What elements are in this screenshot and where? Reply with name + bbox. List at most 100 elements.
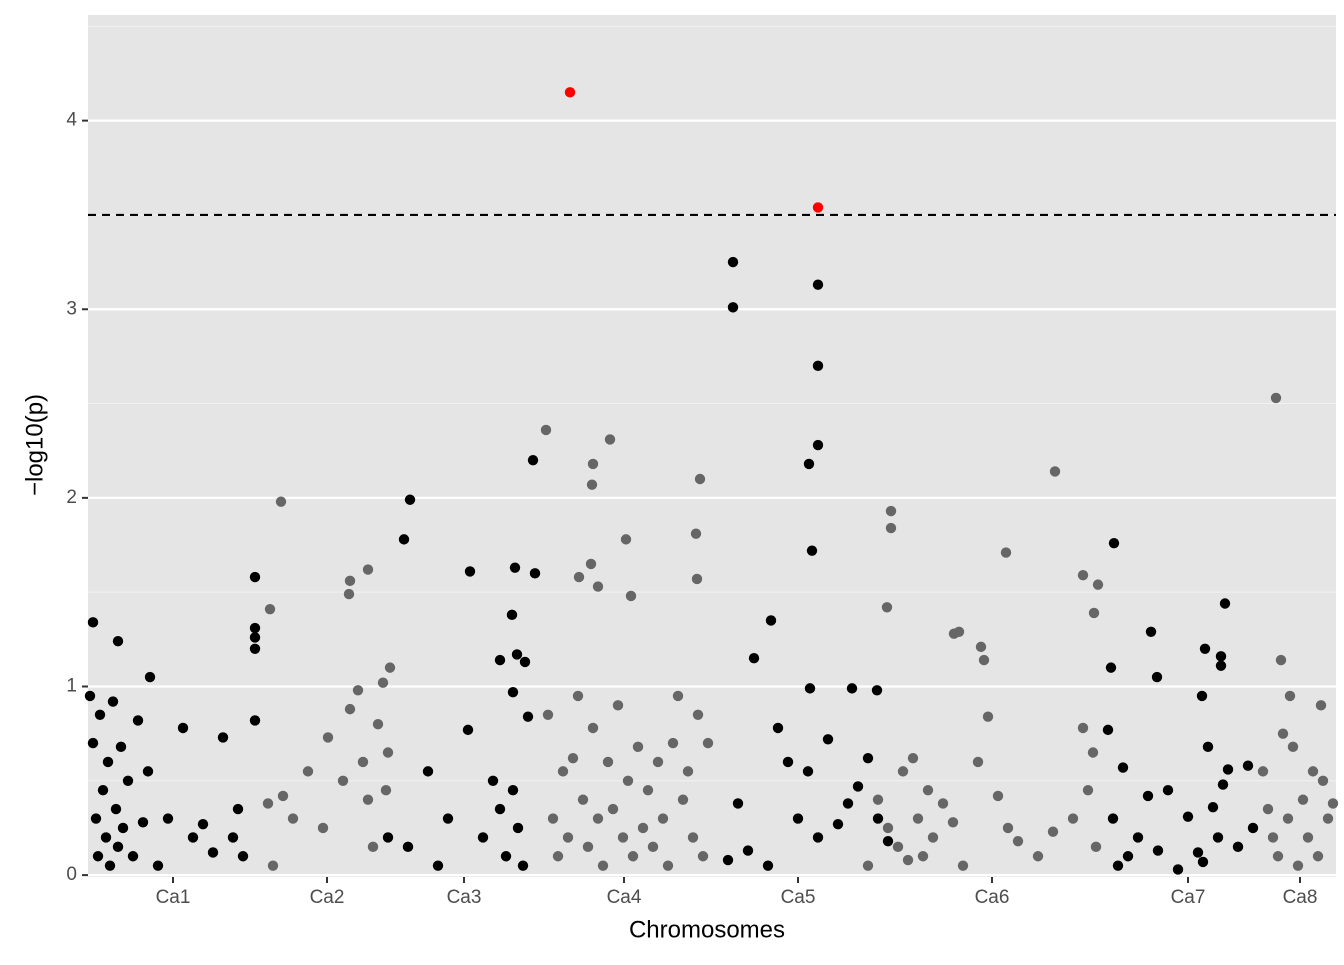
point [187,832,199,843]
point [937,798,949,809]
point [885,522,897,534]
point [152,860,164,871]
point [617,832,629,843]
point [352,685,364,696]
point [112,841,124,853]
point [1292,860,1304,871]
point [690,528,702,539]
point [177,722,189,734]
point [1151,671,1163,683]
point [127,851,139,862]
point [1002,822,1014,834]
point [691,573,703,585]
point [567,752,579,764]
point [927,832,939,843]
point [237,851,249,862]
point [727,256,739,268]
point [907,752,919,764]
point [947,817,959,828]
point [742,845,754,856]
point [337,775,349,787]
point [620,534,632,545]
point [344,703,356,715]
point [1327,798,1339,809]
point [1207,802,1219,813]
point [267,860,279,871]
point [162,813,174,824]
y-axis-title: −log10(p) [21,394,48,496]
point [557,766,569,777]
point [694,473,706,485]
point [1032,851,1044,862]
point [1172,864,1184,875]
x-tick-label: Ca1 [156,887,191,908]
grid [88,25,1336,877]
point [897,766,909,777]
point [377,677,389,688]
point [1182,811,1194,822]
point [110,803,122,815]
point [107,696,119,707]
point [132,715,144,726]
point [362,794,374,805]
point [142,766,154,777]
point [582,841,594,853]
point [812,360,824,372]
point [1270,392,1282,404]
point [384,662,396,673]
point [1222,764,1234,775]
point [782,756,794,768]
point [573,571,585,583]
point [1267,832,1279,843]
point [362,564,374,575]
point [422,766,434,777]
point [632,741,644,753]
point [917,851,929,862]
point [672,690,684,702]
point [846,683,858,694]
point [612,700,624,711]
point [115,741,127,753]
point [380,785,392,796]
point [978,654,990,666]
point [1152,845,1164,856]
point [602,756,614,768]
point [232,803,244,815]
point [577,794,589,805]
point [1272,851,1284,862]
point [625,590,637,602]
point [90,813,102,824]
point [249,643,261,654]
point [1219,598,1231,609]
point [494,654,506,666]
point [462,724,474,736]
point [404,494,416,505]
point [367,841,379,853]
point [1322,813,1334,824]
point [1108,537,1120,549]
point [302,766,314,777]
point [812,832,824,843]
point [137,817,149,828]
point [862,860,874,871]
point [1162,785,1174,796]
point [1012,835,1024,847]
point [122,775,134,787]
point [822,734,834,745]
point [852,781,864,792]
point [1107,813,1119,824]
point [748,652,760,664]
point [112,636,124,647]
point [804,683,816,694]
point [587,458,599,470]
point [832,818,844,830]
point [871,685,883,696]
point [1082,785,1094,796]
point [1297,794,1309,805]
point [687,832,699,843]
point [982,711,994,722]
point [262,798,274,809]
point [97,785,109,796]
point [892,841,904,853]
